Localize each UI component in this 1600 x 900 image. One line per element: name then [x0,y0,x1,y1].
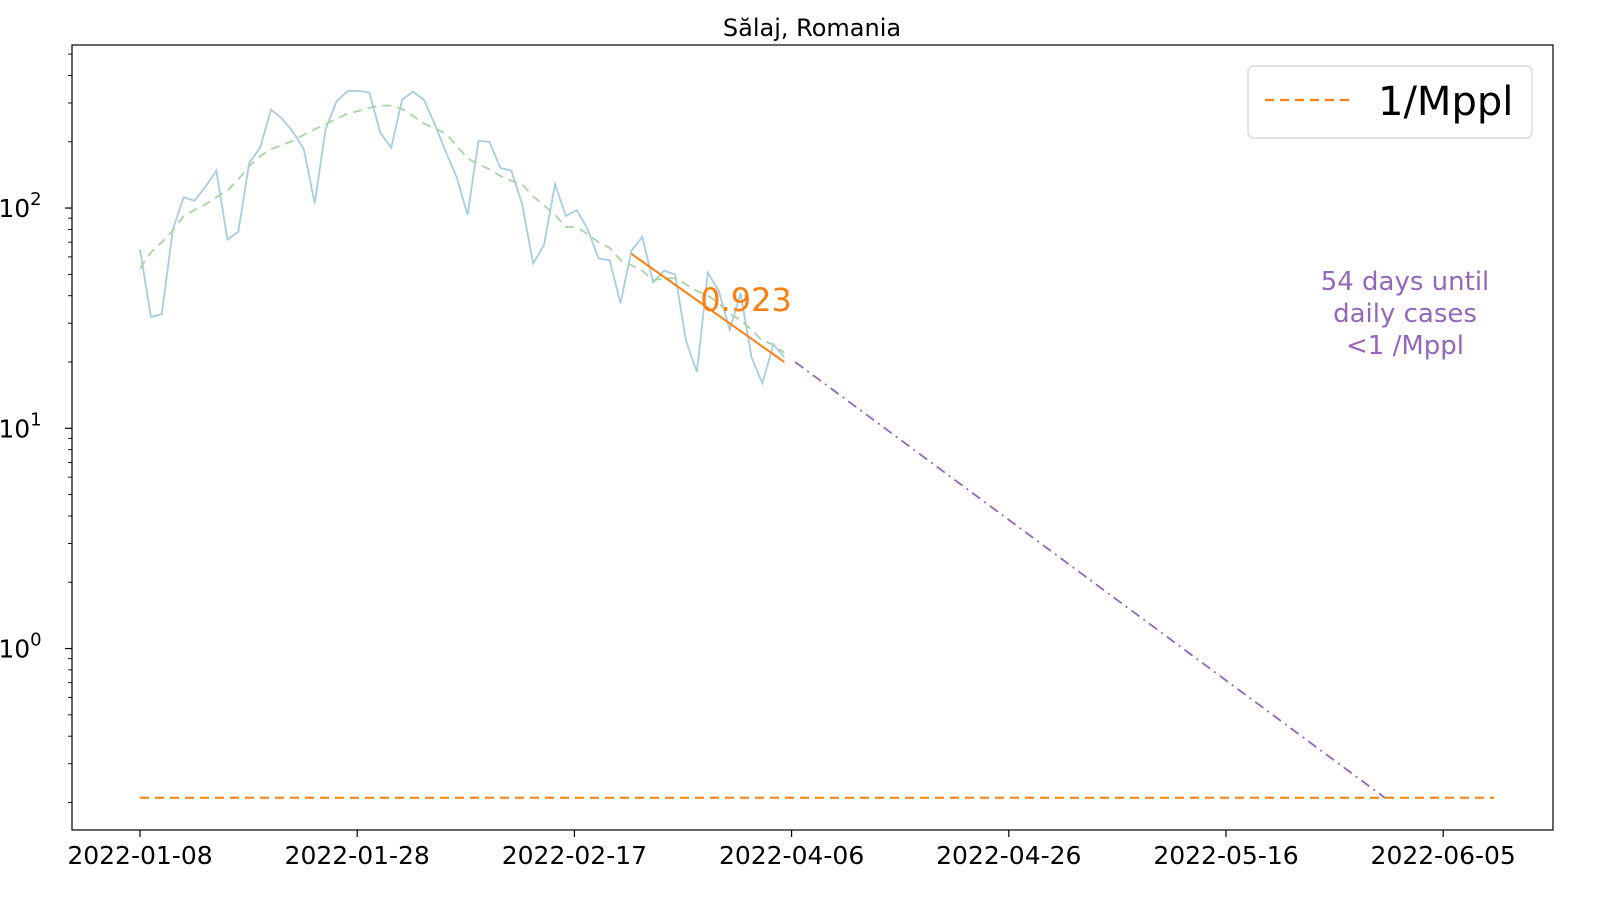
daily-cases-line [139,90,785,387]
axes-group: 2022-01-08 2022-01-28 2022-02-17 2022-04-06… [0,44,1554,870]
x-tick-label: 2022-04-26 [936,841,1081,870]
legend-label: 1/Mppl [1378,79,1513,125]
plot-frame [71,44,1554,831]
y-tick-label: 102 [0,189,42,223]
y-tick-label: 101 [0,409,42,443]
x-tick-label: 2022-01-08 [67,841,212,870]
x-tick-label: 2022-06-05 [1371,841,1516,870]
legend: 1/Mppl [1247,65,1533,139]
x-tick-label: 2022-05-16 [1153,841,1298,870]
y-tick-label: 100 [0,630,42,664]
chart-title: Sălaj, Romania [723,14,901,42]
fit-rate-label: 0.923 [700,281,792,319]
rolling-average-line [139,104,785,354]
days-until-annotation-line: 54 days until [1321,267,1490,297]
x-tick-label: 2022-01-28 [285,841,430,870]
days-until-annotation-line: <1 /Mppl [1346,331,1464,361]
fit-line [630,252,785,363]
x-tick-label: 2022-02-17 [502,841,647,870]
legend-box [1247,65,1533,139]
series-group [139,90,1495,799]
x-tick-label: 2022-04-06 [719,841,864,870]
days-until-annotation-line: daily cases [1333,299,1477,329]
projection-line [794,361,1386,799]
